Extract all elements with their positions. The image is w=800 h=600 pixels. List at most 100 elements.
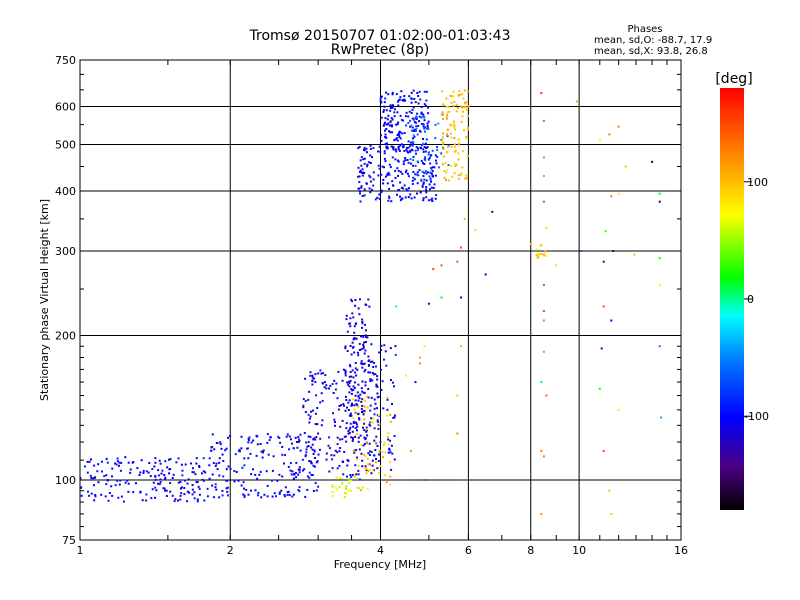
echo-point [450,145,453,148]
echo-point [446,135,449,138]
echo-point [222,460,225,462]
echo-point [389,120,392,123]
echo-point [299,449,302,452]
echo-point [270,479,273,482]
echo-point [416,92,419,94]
echo-point [179,480,182,483]
echo-point [310,461,313,464]
echo-point [288,448,291,451]
echo-point [303,468,306,471]
echo-point [404,196,407,199]
echo-point [423,163,426,165]
echo-point [384,143,387,146]
echo-point [267,453,270,456]
echo-point [363,429,366,432]
echo-point [542,156,545,159]
echo-point [372,178,375,181]
echo-point [356,486,359,489]
echo-point [390,145,393,148]
echo-point [376,445,379,447]
echo-point [319,437,322,440]
echo-point [404,115,407,118]
echo-point [175,461,178,464]
echo-point [393,416,396,419]
echo-point [362,444,365,447]
echo-point [450,164,453,167]
echo-point [312,438,315,441]
echo-point [336,451,339,454]
echo-point [119,469,122,472]
echo-point [340,404,342,407]
echo-point [363,162,366,165]
echo-point [202,470,205,473]
echo-point [660,416,663,419]
echo-point [248,436,251,439]
echo-point [297,436,300,439]
echo-point [543,254,546,257]
echo-point [430,154,433,157]
echo-point [384,175,387,178]
echo-point [373,407,376,410]
echo-point [391,106,394,109]
echo-point [341,482,344,485]
echo-point [380,173,383,176]
echo-point [415,118,418,120]
echo-point [397,169,400,172]
echo-point [380,349,382,351]
echo-point [401,132,404,135]
echo-point [116,460,119,463]
echo-point [412,164,414,167]
echo-point [405,111,408,114]
echo-point [360,164,363,167]
echo-point [422,175,425,177]
echo-point [371,464,374,467]
echo-point [325,387,328,390]
echo-point [362,363,365,366]
echo-point [179,494,182,497]
echo-point [464,101,467,104]
echo-point [250,441,253,444]
echo-point [356,458,359,461]
echo-point [297,468,300,471]
echo-point [389,460,392,463]
echo-point [174,498,177,501]
echo-point [430,167,432,169]
echo-point [333,379,336,382]
echo-point [416,133,419,136]
echo-point [352,385,355,388]
echo-point [346,406,348,409]
echo-point [458,142,461,145]
echo-point [391,93,394,96]
echo-point [314,373,317,376]
echo-point [391,452,394,455]
echo-point [392,105,395,108]
echo-point [461,115,464,118]
echo-point [418,169,421,172]
echo-point [188,491,191,494]
echo-point [92,477,95,480]
echo-point [410,97,413,100]
echo-point [385,481,388,484]
echo-point [420,178,423,181]
echo-point [317,485,320,488]
echo-point [336,397,339,400]
echo-point [312,464,315,467]
echo-point [373,413,376,416]
echo-point [377,471,380,474]
echo-point [348,375,351,378]
echo-point [226,486,229,489]
echo-point [359,169,362,172]
echo-point [399,137,402,140]
echo-point [426,146,429,148]
echo-point [339,477,341,480]
echo-point [542,319,545,322]
echo-point [302,469,304,472]
echo-point [218,496,221,499]
echo-point [377,395,380,398]
echo-point [355,374,358,377]
echo-point [427,112,430,115]
echo-point [403,184,406,187]
echo-point [305,441,308,444]
echo-point [103,475,106,478]
echo-point [350,392,353,395]
